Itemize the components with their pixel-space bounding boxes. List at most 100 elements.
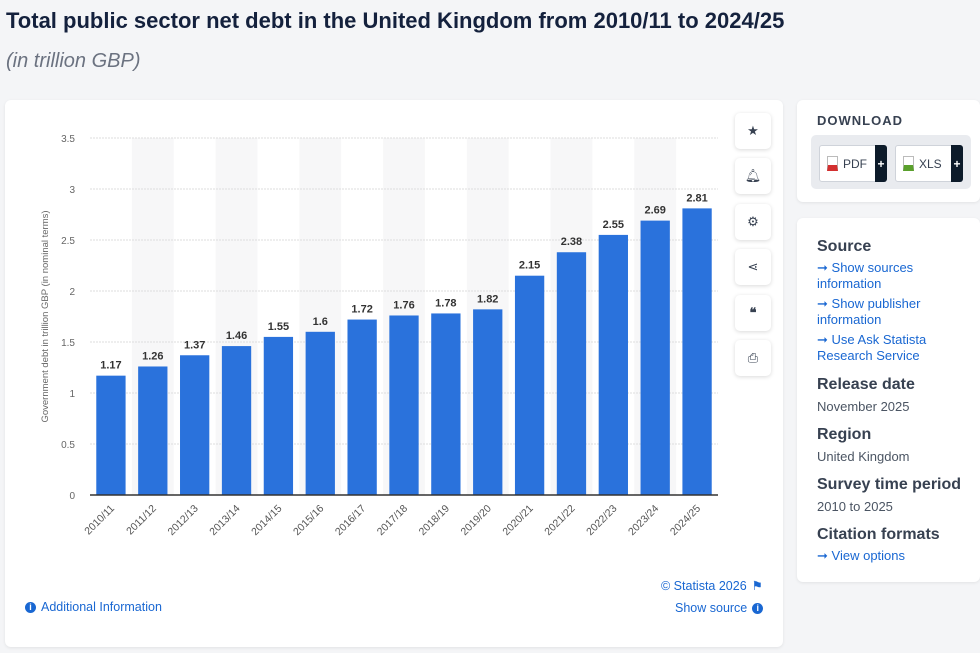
y-tick-label: 0.5 <box>61 440 75 451</box>
data-label: 1.78 <box>435 297 456 309</box>
data-label: 1.76 <box>393 299 414 311</box>
pdf-file-icon <box>827 156 838 171</box>
y-tick-label: 1 <box>69 389 75 400</box>
x-tick-label: 2022/23 <box>584 503 619 538</box>
quote-icon: ❝ <box>749 305 757 320</box>
copyright-text: © Statista 2026 <box>661 578 747 593</box>
cite-button[interactable]: ❝ <box>735 295 771 331</box>
data-label: 1.37 <box>184 339 205 351</box>
bar <box>473 309 503 495</box>
data-label: 2.38 <box>561 236 582 248</box>
show-sources-link[interactable]: ➞ Show sources information <box>817 260 966 292</box>
data-label: 1.46 <box>226 330 247 342</box>
ask-statista-link[interactable]: ➞ Use Ask Statista Research Service <box>817 332 966 364</box>
x-tick-label: 2013/14 <box>207 503 242 538</box>
data-label: 1.55 <box>268 321 289 333</box>
plus-icon: + <box>875 145 887 182</box>
survey-period-value: 2010 to 2025 <box>817 499 893 514</box>
arrow-right-icon: ➞ <box>817 548 828 563</box>
info-icon: i <box>752 602 764 614</box>
citation-heading: Citation formats <box>817 526 940 543</box>
view-options-link[interactable]: ➞ View options <box>817 548 966 564</box>
download-xls-button[interactable]: XLS + <box>895 145 963 182</box>
x-tick-label: 2021/22 <box>542 503 577 538</box>
bar <box>263 336 294 495</box>
pdf-label: PDF <box>843 156 867 171</box>
bar <box>640 220 670 495</box>
bar <box>556 252 587 495</box>
plus-icon: + <box>951 145 963 182</box>
data-label: 1.6 <box>313 316 328 328</box>
bar <box>431 313 461 495</box>
favorite-button[interactable]: ★ <box>735 113 771 149</box>
survey-period-heading: Survey time period <box>817 476 962 493</box>
copyright[interactable]: © Statista 2026 ⚑ <box>661 578 763 594</box>
link-label: Show publisher information <box>817 296 921 327</box>
settings-button[interactable]: ⚙ <box>735 204 771 240</box>
y-axis-label: Government debt in trillion GBP (in nomi… <box>40 210 51 422</box>
y-tick-label: 2.5 <box>61 236 75 247</box>
info-icon: i <box>25 601 36 613</box>
bar <box>180 355 210 495</box>
bell-icon: 🔔︎ <box>744 168 762 183</box>
data-label: 2.69 <box>644 205 665 217</box>
bar <box>682 208 712 495</box>
statistic-details-panel: Source ➞ Show sources information ➞ Show… <box>797 218 980 582</box>
link-label: View options <box>831 548 906 563</box>
data-label: 1.26 <box>142 350 163 362</box>
x-tick-label: 2019/20 <box>459 503 494 538</box>
show-publisher-link[interactable]: ➞ Show publisher information <box>817 296 966 328</box>
region-value: United Kingdom <box>817 449 910 464</box>
link-label: Show sources information <box>817 260 914 291</box>
page-title: Total public sector net debt in the Unit… <box>6 8 785 33</box>
xls-label: XLS <box>919 156 942 171</box>
bar <box>347 319 377 495</box>
x-tick-label: 2011/12 <box>124 503 159 538</box>
bar <box>96 375 126 495</box>
x-tick-label: 2017/18 <box>375 503 410 538</box>
data-label: 2.81 <box>686 192 707 204</box>
download-button-bar: PDF + XLS + <box>811 135 971 189</box>
share-button[interactable]: ⋖ <box>735 249 771 285</box>
bar <box>221 346 252 495</box>
data-label: 1.82 <box>477 293 498 305</box>
release-date-value: November 2025 <box>817 399 910 414</box>
page-subtitle: (in trillion GBP) <box>6 50 141 72</box>
bar <box>138 366 168 495</box>
xls-file-icon <box>903 156 914 171</box>
y-tick-label: 0 <box>69 491 75 502</box>
x-tick-label: 2018/19 <box>417 503 452 538</box>
release-date-heading: Release date <box>817 376 915 393</box>
download-heading: DOWNLOAD <box>817 113 903 128</box>
x-tick-label: 2010/11 <box>82 503 117 538</box>
y-tick-label: 1.5 <box>61 338 75 349</box>
chart-card: 0 0.5 1 1.5 2 2.5 3 3.5 Government debt in trill… <box>5 100 783 647</box>
x-tick-label: 2020/21 <box>500 503 535 538</box>
y-tick-label: 3.5 <box>61 134 75 145</box>
arrow-right-icon: ➞ <box>817 260 828 275</box>
bar <box>514 275 545 495</box>
arrow-right-icon: ➞ <box>817 296 828 311</box>
bar-chart: 0 0.5 1 1.5 2 2.5 3 3.5 Government debt in trill… <box>40 134 718 538</box>
data-label: 1.72 <box>351 304 372 316</box>
data-label: 2.55 <box>603 219 624 231</box>
show-source-link[interactable]: Show source i <box>675 601 764 615</box>
x-tick-label: 2024/25 <box>668 503 703 538</box>
additional-info-link[interactable]: i Additional Information <box>25 600 162 614</box>
gear-icon: ⚙ <box>747 214 759 229</box>
x-tick-label: 2015/16 <box>291 503 326 538</box>
x-tick-label: 2014/15 <box>249 503 284 538</box>
y-tick-label: 2 <box>69 287 75 298</box>
download-pdf-button[interactable]: PDF + <box>819 145 887 182</box>
arrow-right-icon: ➞ <box>817 332 828 347</box>
link-label: Use Ask Statista Research Service <box>817 332 927 363</box>
notification-button[interactable]: 🔔︎ <box>735 158 771 194</box>
x-tick-label: 2016/17 <box>333 503 368 538</box>
x-tick-label: 2023/24 <box>626 503 661 538</box>
bar <box>389 315 419 495</box>
x-tick-label: 2012/13 <box>165 503 200 538</box>
data-label: 2.15 <box>519 260 540 272</box>
print-icon: ⎙ <box>747 350 759 365</box>
print-button[interactable]: ⎙ <box>735 340 771 376</box>
share-icon: ⋖ <box>747 259 759 274</box>
